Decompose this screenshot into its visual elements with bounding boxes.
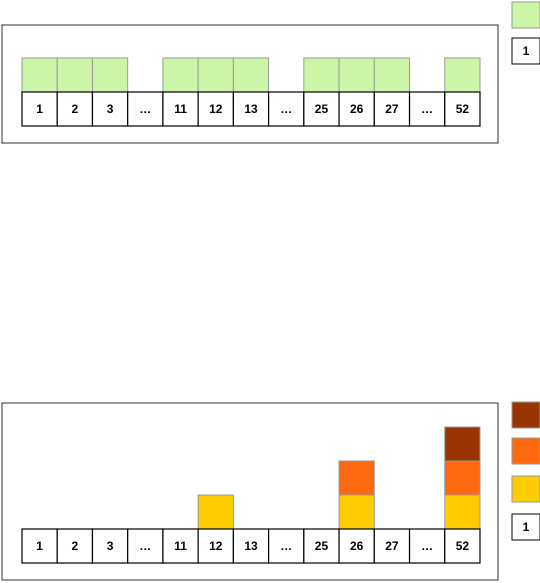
cell [373, 528, 411, 564]
cell [162, 91, 199, 127]
cell [444, 91, 481, 127]
cell [303, 528, 340, 564]
top-panel [1, 24, 499, 144]
cell-label: 26 [350, 539, 364, 553]
cell-label: 11 [174, 102, 187, 116]
legend-green [511, 1, 540, 29]
cell-label: 27 [385, 102, 399, 116]
stack-block [444, 426, 481, 462]
cell-label: … [280, 539, 292, 553]
cell-label: 12 [209, 102, 223, 116]
green-block [162, 57, 199, 93]
cell-label: 27 [385, 539, 399, 553]
cell-label: … [139, 102, 151, 116]
cell-label: … [280, 102, 292, 116]
green-block [444, 57, 481, 93]
cell-label: … [139, 539, 151, 553]
cell-label: 12 [209, 539, 223, 553]
cell [338, 91, 375, 127]
cell-label: 1 [36, 102, 43, 116]
cell-label: 52 [456, 539, 470, 553]
cell [408, 528, 446, 564]
green-block [56, 57, 93, 93]
stack-block [338, 494, 375, 530]
legend-dark-red [511, 401, 540, 429]
cell [268, 528, 305, 564]
stack-block [338, 460, 375, 496]
green-block [303, 57, 340, 93]
cell [127, 91, 164, 127]
stack-block [444, 494, 481, 530]
cell [232, 528, 270, 564]
stack-block [197, 494, 234, 530]
green-block [232, 57, 270, 93]
cell-label: … [421, 539, 433, 553]
cell-label: … [421, 102, 433, 116]
cell [197, 91, 234, 127]
green-block [338, 57, 375, 93]
legend-cell-label: 1 [523, 520, 530, 534]
cell [56, 528, 94, 564]
cell-label: 25 [315, 539, 329, 553]
cell [56, 91, 94, 127]
cell-label: 25 [315, 102, 329, 116]
cell [197, 528, 234, 564]
legend-cell [511, 37, 540, 65]
green-block [373, 57, 411, 93]
cell [408, 91, 446, 127]
cell [303, 91, 340, 127]
legend-orange [511, 437, 540, 465]
bottom-panel [1, 402, 499, 581]
green-block [197, 57, 234, 93]
stack-block [444, 460, 481, 496]
cell-label: 2 [72, 102, 79, 116]
legend-cell [511, 513, 540, 541]
cell [232, 91, 270, 127]
legend-cell-label: 1 [523, 44, 530, 58]
legend-yellow [511, 475, 540, 503]
cell-label: 3 [107, 539, 114, 553]
green-block [91, 57, 129, 93]
cell [444, 528, 481, 564]
cell-label: 1 [36, 539, 43, 553]
cell [268, 91, 305, 127]
cell [162, 528, 199, 564]
cell [21, 528, 58, 564]
green-block [21, 57, 58, 93]
cell-label: 3 [107, 102, 114, 116]
cell-label: 2 [72, 539, 79, 553]
cell-label: 13 [244, 539, 258, 553]
cell-label: 11 [174, 539, 187, 553]
cell-label: 26 [350, 102, 364, 116]
cell-label: 13 [244, 102, 258, 116]
cell-label: 52 [456, 102, 470, 116]
cell [21, 91, 58, 127]
